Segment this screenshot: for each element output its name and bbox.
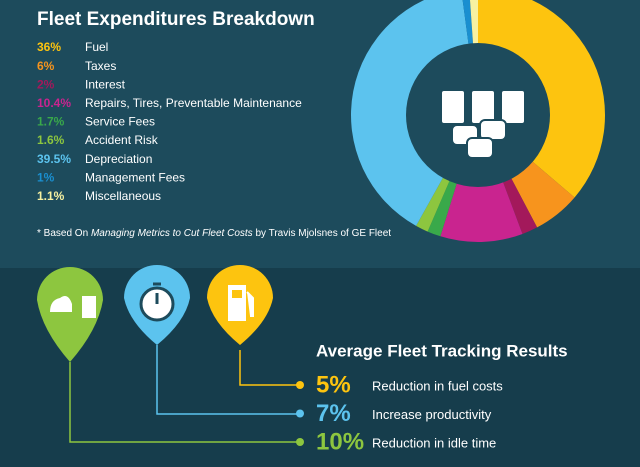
results-title: Average Fleet Tracking Results [316, 341, 568, 360]
truck-icon [440, 89, 526, 159]
result-text: Increase productivity [372, 407, 492, 422]
connector-dot [296, 409, 304, 418]
wedge [469, 0, 478, 46]
result-value: 10% [316, 428, 364, 455]
legend-value: 1% [37, 170, 55, 184]
legend-label: Service Fees [85, 115, 155, 129]
idle-icon [50, 296, 96, 318]
legend-value: 1.6% [37, 133, 65, 147]
bottom-panel [0, 268, 640, 467]
legend-label: Management Fees [85, 170, 185, 184]
legend-value: 10.4% [37, 96, 71, 110]
connector-dot [296, 381, 304, 389]
legend-label: Repairs, Tires, Preventable Maintenance [85, 96, 302, 110]
legend: 36% Fuel 6% Taxes 2% Interest 10.4% Repairs, Ti… [37, 40, 302, 203]
legend-value: 39.5% [37, 152, 71, 166]
connector [239, 350, 298, 386]
legend-label: Fuel [85, 40, 108, 54]
fuel-icon-window [232, 290, 242, 298]
result-text: Reduction in idle time [372, 435, 496, 450]
wedge [440, 180, 523, 242]
result-text: Reduction in fuel costs [372, 378, 503, 393]
legend-label: Interest [85, 77, 126, 91]
legend-label: Depreciation [85, 152, 152, 166]
connector [69, 362, 298, 443]
wedge [502, 176, 538, 234]
footnote: * Based On Managing Metrics to Cut Fleet… [37, 228, 391, 239]
legend-label: Miscellaneous [85, 189, 161, 203]
legend-value: 1.7% [37, 115, 65, 129]
chart-title: Fleet Expenditures Breakdown [37, 9, 315, 30]
legend-value: 2% [37, 77, 55, 91]
results: 5% Reduction in fuel costs 7% Increase prod… [296, 371, 503, 455]
result-value: 5% [316, 371, 351, 398]
connector [156, 345, 298, 415]
connector-dot [296, 438, 304, 446]
legend-value: 6% [37, 59, 55, 73]
wedge [427, 179, 458, 237]
wedge [510, 160, 575, 228]
legend-value: 36% [37, 40, 61, 54]
wedge [462, 0, 474, 46]
result-value: 7% [316, 400, 351, 427]
legend-value: 1.1% [37, 189, 65, 203]
wedge [478, 0, 605, 198]
legend-label: Accident Risk [85, 133, 159, 147]
legend-label: Taxes [85, 59, 116, 73]
wedge [416, 176, 451, 232]
stopwatch-hand [153, 282, 161, 304]
pin-idle [37, 267, 103, 362]
